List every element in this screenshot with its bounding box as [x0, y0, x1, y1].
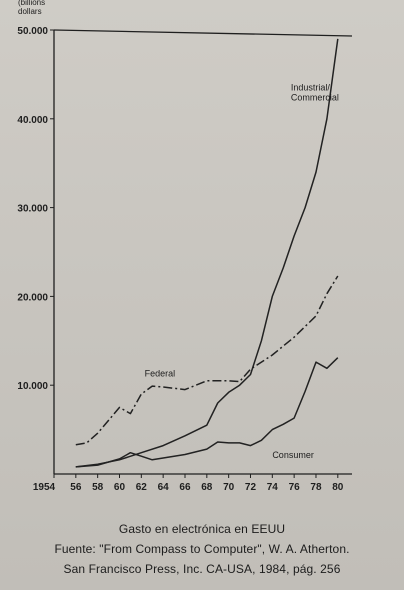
series-label: Commercial — [291, 92, 339, 102]
x-ticks: 1954 56 58 60 62 64 66 68 70 72 74 76 78 80 — [33, 474, 344, 493]
series-label: Industrial/ — [291, 82, 331, 92]
caption-title: Gasto en electrónica en EEUU — [118, 522, 286, 536]
x-tick-label: 78 — [310, 482, 322, 493]
series-labels: Industrial/Commercial Federal Consumer — [145, 82, 339, 460]
axes — [53, 29, 353, 475]
series-label: Consumer — [272, 450, 314, 460]
x-tick-label: 58 — [92, 482, 104, 493]
x-tick-label: 74 — [267, 482, 279, 493]
series-line-industrial-commercial — [75, 38, 339, 468]
series-label: Federal — [145, 368, 176, 378]
y-tick-label: 10.000 — [17, 381, 48, 392]
caption-publisher: San Francisco Press, Inc. CA-USA, 1984, … — [63, 562, 341, 576]
x-tick-label: 60 — [114, 482, 126, 493]
x-tick-label: 64 — [158, 482, 170, 493]
y-tick-label: 40.000 — [17, 115, 48, 126]
x-tick-label: 1954 — [33, 482, 56, 493]
x-tick-label: 70 — [223, 482, 235, 493]
x-tick-label: 62 — [136, 482, 148, 493]
series-line-federal — [75, 275, 339, 446]
y-unit-label-line: (billions — [18, 0, 45, 7]
series-lines — [75, 38, 339, 468]
y-tick-label: 20.000 — [17, 292, 48, 303]
y-unit-label-line: dollars — [18, 7, 42, 16]
x-tick-label: 56 — [70, 482, 82, 493]
series-line-consumer — [75, 357, 339, 468]
x-tick-label: 80 — [332, 482, 344, 493]
x-tick-label: 66 — [179, 482, 191, 493]
x-tick-label: 68 — [201, 482, 213, 493]
top-frame-line — [53, 29, 353, 37]
y-tick-label: 50.000 — [17, 26, 48, 37]
x-tick-label: 76 — [289, 482, 301, 493]
caption-source: Fuente: "From Compass to Computer", W. A… — [54, 542, 350, 556]
x-tick-label: 72 — [245, 482, 257, 493]
y-ticks: 10.000 20.000 30.000 40.000 50.000 — [17, 26, 54, 392]
y-tick-label: 30.000 — [17, 204, 48, 215]
